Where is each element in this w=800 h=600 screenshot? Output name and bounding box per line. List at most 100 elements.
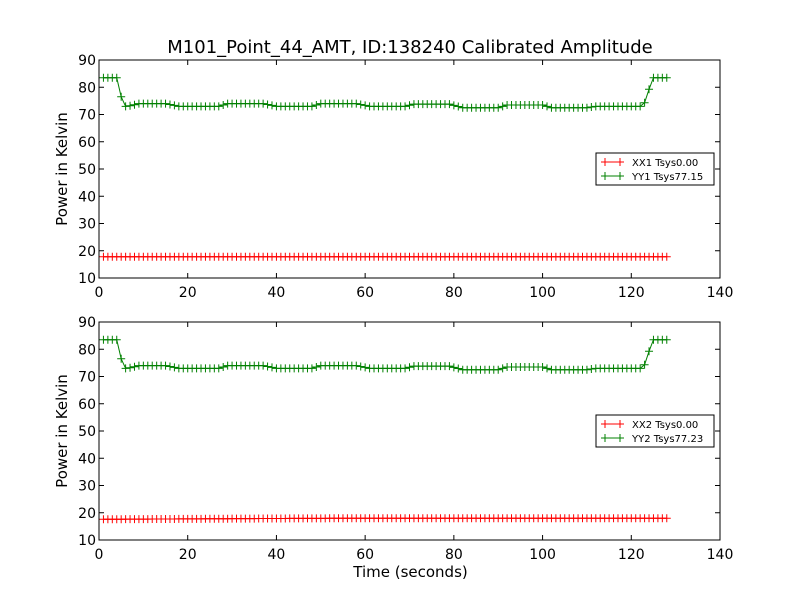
legend-box [595,152,715,186]
y-tick-label: 90 [78,315,96,331]
data-point-marker [640,98,649,107]
legend-label: YY2 Tsys77.23 [631,434,703,445]
data-point-marker [645,347,654,356]
data-point-marker [454,364,463,373]
data-point-marker [401,364,410,373]
legend-label: XX1 Tsys0.00 [632,158,698,169]
x-tick-label: 100 [529,285,556,301]
y-tick-label: 10 [78,533,96,549]
data-point-marker [582,103,591,112]
data-point-marker [582,365,591,374]
x-tick-label: 80 [445,547,463,563]
data-point-marker [312,100,321,109]
x-tick-label: 20 [179,285,197,301]
data-point-marker [662,335,671,344]
x-tick-label: 100 [529,547,556,563]
data-point-marker [538,100,547,109]
y-tick-label: 80 [78,80,96,96]
legend: XX2 Tsys0.00 YY2 Tsys77.23 [595,414,715,448]
legend-marker [601,158,609,166]
data-point-marker [494,365,503,374]
data-point-marker [259,361,268,370]
data-point-marker [312,362,321,371]
data-point-marker [445,100,454,109]
data-point-marker [356,362,365,371]
bottom-panel: 0 20 40 60 80 100 120 140 10 20 30 40 50 60 70 80 90 Powe… [53,315,733,581]
data-point-marker [405,101,414,110]
y-tick-label: 50 [78,162,96,178]
legend-marker [601,420,609,428]
legend-marker [616,158,624,166]
data-point-marker [170,363,179,372]
x-tick-label: 0 [95,547,104,563]
data-point-marker [645,85,654,94]
data-point-marker [587,365,596,374]
data-point-marker [449,101,458,110]
data-point-marker [449,363,458,372]
y-tick-label: 40 [78,451,96,467]
y-tick-label: 10 [78,271,96,287]
y-tick-label: 40 [78,189,96,205]
legend-marker [616,434,624,442]
data-point-marker [214,364,223,373]
x-axis-label: Time (seconds) [352,563,468,581]
x-tick-label: 0 [95,285,104,301]
data-point-marker [662,252,671,261]
data-point-marker [662,514,671,523]
y-tick-label: 70 [78,108,96,124]
data-point-marker [121,102,130,111]
y-tick-label: 70 [78,370,96,386]
legend-marker [601,172,609,180]
y-tick-label: 30 [78,217,96,233]
data-point-marker [538,362,547,371]
data-point-marker [361,363,370,372]
x-tick-label: 40 [268,285,286,301]
data-point-marker [307,102,316,111]
y-tick-label: 50 [78,424,96,440]
data-point-marker [130,362,139,371]
data-point-marker [161,99,170,108]
data-point-marker [352,361,361,370]
data-point-marker [130,100,139,109]
data-point-marker [352,99,361,108]
y-tick-label: 60 [78,397,96,413]
x-tick-label: 120 [618,285,645,301]
data-point-marker [267,101,276,110]
x-tick-label: 20 [179,547,197,563]
y-tick-label: 60 [78,135,96,151]
data-point-marker [219,362,228,371]
data-point-marker [307,364,316,373]
y-tick-label: 20 [78,506,96,522]
y-axis-label: Power in Kelvin [53,112,71,226]
data-point-marker [405,363,414,372]
legend: XX1 Tsys0.00 YY1 Tsys77.15 [595,152,715,186]
data-point-marker [454,102,463,111]
legend-label: YY1 Tsys77.15 [631,172,703,183]
data-point-marker [494,103,503,112]
x-tick-label: 120 [618,547,645,563]
data-point-marker [112,335,121,344]
series-2 [99,335,671,374]
data-point-marker [214,102,223,111]
data-point-marker [498,102,507,111]
x-tick-label: 60 [356,547,374,563]
x-tick-label: 60 [356,285,374,301]
series-1 [99,514,671,524]
legend-box [595,414,715,448]
data-point-marker [543,102,552,111]
data-point-marker [640,360,649,369]
data-point-marker [161,361,170,370]
series-1 [99,252,671,261]
legend-marker [616,420,624,428]
data-point-marker [543,364,552,373]
data-point-marker [662,73,671,82]
y-tick-label: 30 [78,479,96,495]
data-point-marker [112,73,121,82]
data-point-marker [445,362,454,371]
data-point-marker [121,364,130,373]
data-point-marker [356,100,365,109]
x-tick-label: 80 [445,285,463,301]
y-tick-label: 20 [78,244,96,260]
data-point-marker [263,362,272,371]
